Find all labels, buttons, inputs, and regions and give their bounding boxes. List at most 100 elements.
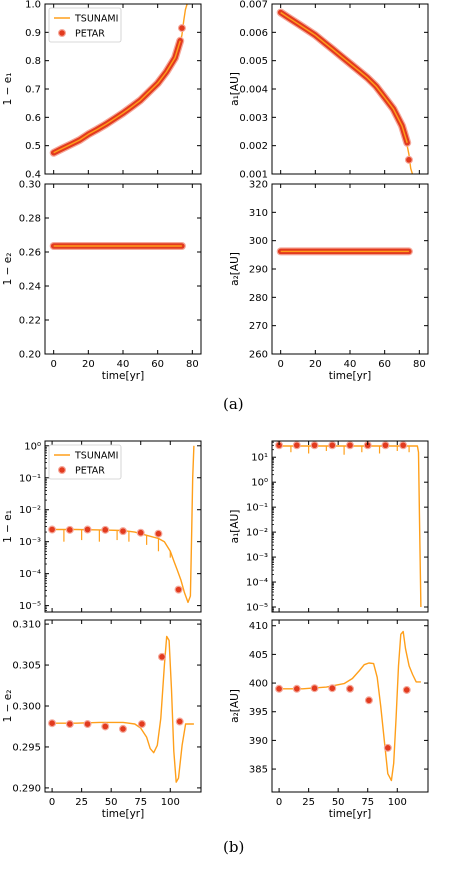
petar-point: [101, 722, 110, 731]
y-tick-label: 10⁻²: [246, 528, 268, 539]
panel-a4: 0 20 40 60 80 260 270 280 290 300 310 320 time[yr] a₂…: [229, 180, 429, 382]
petar-point: [174, 585, 183, 594]
y-tick-label: 0.001: [239, 170, 268, 181]
petar-point: [275, 684, 284, 693]
plot-area: [48, 635, 194, 783]
y-tick-label: 10⁻³: [19, 537, 41, 548]
petar-point: [83, 525, 92, 534]
x-tick-label: 100: [388, 797, 407, 808]
y-tick-label: 300: [249, 236, 268, 247]
petar-point: [118, 724, 127, 733]
tsunami-line: [279, 630, 421, 782]
axes-frame: [271, 183, 429, 355]
petar-point: [48, 525, 57, 534]
y-tick-label: 10⁻⁵: [19, 601, 41, 612]
y-tick-label: 280: [249, 293, 268, 304]
petar-point: [292, 684, 301, 693]
petar-point: [381, 441, 390, 450]
panel-b2: 10¹ 10⁰ 10⁻¹ 10⁻² 10⁻³ 10⁻⁴ 10⁻⁵ a₁[AU]: [229, 440, 429, 614]
legend-petar-label: PETAR: [75, 29, 105, 40]
plot-area: [49, 4, 188, 157]
y-tick-label: 0.006: [239, 28, 268, 39]
x-tick-label: 0: [50, 359, 56, 370]
petar-point: [177, 24, 186, 33]
petar-point: [65, 525, 74, 534]
y-tick-label: 405: [249, 650, 268, 661]
petar-point: [310, 441, 319, 450]
legend-petar-swatch: [57, 466, 66, 475]
y-tick-label: 0.28: [19, 214, 41, 225]
y-tick-label: 0.003: [239, 113, 268, 124]
petar-point: [137, 720, 146, 729]
x-axis-label: time[yr]: [329, 808, 371, 820]
x-tick-label: 40: [344, 359, 357, 370]
tsunami-line: [52, 445, 195, 604]
x-axis-label: time[yr]: [102, 370, 144, 382]
petar-point: [118, 527, 127, 536]
y-tick-label: 0.5: [25, 141, 41, 152]
y-tick-label: 0.295: [12, 742, 41, 753]
plot-area: [48, 445, 195, 604]
y-tick-label: 0.290: [12, 783, 41, 794]
axes-frame: [271, 3, 429, 175]
y-tick-label: 0.24: [19, 282, 41, 293]
petar-point: [310, 684, 319, 693]
panel-b1: 10⁰ 10⁻¹ 10⁻² 10⁻³ 10⁻⁴ 10⁻⁵ 1 − e₁ TSUNAMI PETA…: [2, 440, 202, 613]
axes-frame: [44, 183, 202, 355]
axes-frame: [271, 619, 429, 793]
petar-band-edge: [276, 8, 412, 147]
y-tick-label: 10⁻³: [246, 553, 268, 564]
y-tick-label: 270: [249, 321, 268, 332]
y-tick-label: 10¹: [251, 453, 268, 464]
petar-band-edge: [49, 36, 185, 157]
y-tick-label: 0.7: [25, 85, 41, 96]
x-tick-label: 0: [277, 359, 283, 370]
petar-point: [158, 652, 167, 661]
y-tick-label: 10⁰: [24, 441, 41, 452]
x-tick-label: 40: [117, 359, 130, 370]
x-tick-label: 75: [361, 797, 374, 808]
petar-band: [277, 9, 410, 146]
y-tick-label: 0.007: [239, 0, 268, 11]
panel-a3: 0 20 40 60 80 0.20 0.22 0.24 0.26 0.28 0.30 time[yr…: [2, 180, 202, 382]
y-tick-label: 0.6: [25, 113, 41, 124]
y-tick-label: 310: [249, 208, 268, 219]
x-tick-label: 75: [134, 797, 147, 808]
plot-area: [276, 8, 414, 174]
y-tick-label: 10⁻⁵: [246, 603, 268, 614]
y-tick-label: 0.26: [19, 248, 41, 259]
legend-petar-label: PETAR: [75, 466, 105, 477]
y-tick-label: 400: [249, 679, 268, 690]
panel-a1: 0.4 0.5 0.6 0.7 0.8 0.9 1.0 1 − e₁ TSUNAMI PETAR: [2, 0, 202, 181]
y-axis-label: 1 − e₁: [2, 73, 14, 106]
petar-point: [399, 441, 408, 450]
petar-point: [328, 684, 337, 693]
petar-point: [101, 525, 110, 534]
tsunami-line: [280, 11, 414, 174]
y-tick-label: 0.005: [239, 56, 268, 67]
x-tick-label: 25: [75, 797, 88, 808]
legend-box: [48, 7, 122, 43]
petar-point: [364, 696, 373, 705]
tsunami-line: [279, 445, 422, 608]
x-axis-label: time[yr]: [329, 370, 371, 382]
petar-point: [154, 529, 163, 538]
x-tick-label: 20: [82, 359, 95, 370]
y-tick-label: 0.8: [25, 56, 41, 67]
x-tick-label: 60: [378, 359, 391, 370]
y-tick-label: 0.004: [239, 85, 268, 96]
petar-point: [48, 719, 57, 728]
petar-point: [402, 685, 411, 694]
y-tick-label: 0.22: [19, 316, 41, 327]
legend-petar-swatch: [57, 29, 66, 38]
y-tick-label: 0.305: [12, 661, 41, 672]
x-tick-label: 0: [276, 797, 282, 808]
y-tick-label: 10⁻¹: [19, 473, 41, 484]
x-tick-label: 50: [105, 797, 118, 808]
y-axis-label: a₁[AU]: [229, 72, 241, 106]
panel-a2: 0.001 0.002 0.003 0.004 0.005 0.006 0.007 a₁[AU…: [229, 0, 429, 181]
tsunami-line: [52, 635, 194, 783]
y-axis-label: 1 − e₂: [2, 253, 14, 286]
legend-box: [48, 444, 122, 480]
y-tick-label: 0.4: [25, 170, 41, 181]
